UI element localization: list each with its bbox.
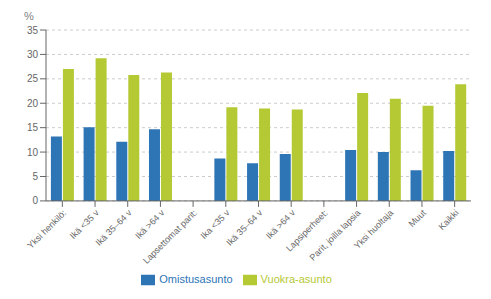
svg-text:20: 20 xyxy=(27,98,39,109)
svg-text:Yksi henkilö:: Yksi henkilö: xyxy=(25,208,68,251)
svg-text:%: % xyxy=(24,10,34,22)
svg-text:Ikä >64 v: Ikä >64 v xyxy=(133,207,166,240)
svg-text:Muut: Muut xyxy=(407,207,429,229)
svg-text:Lapsettomat parit:: Lapsettomat parit: xyxy=(141,208,199,266)
html-text:Omistusasunto: Omistusasunto xyxy=(159,272,233,285)
svg-text:Kaikki: Kaikki xyxy=(437,208,461,232)
svg-text:35: 35 xyxy=(27,25,39,36)
svg-text:10: 10 xyxy=(27,147,39,158)
svg-text:Lapsiperheet:: Lapsiperheet: xyxy=(284,207,330,254)
svg-text:25: 25 xyxy=(27,73,39,84)
svg-text:0: 0 xyxy=(32,195,38,206)
svg-text:Ikä <35 v: Ikä <35 v xyxy=(68,207,101,240)
html-text:Vuokra-asunto: Vuokra-asunto xyxy=(260,272,332,285)
svg-text:Yksi huoltaja: Yksi huoltaja xyxy=(352,208,395,251)
svg-text:Ikä 35–64 v: Ikä 35–64 v xyxy=(224,207,264,247)
svg-text:15: 15 xyxy=(27,122,39,133)
svg-text:Ikä >64 v: Ikä >64 v xyxy=(264,207,297,240)
svg-text:30: 30 xyxy=(27,49,39,60)
svg-text:Parit, joilla lapsia: Parit, joilla lapsia xyxy=(308,208,363,263)
svg-text:Ikä 35–64 v: Ikä 35–64 v xyxy=(94,207,134,247)
svg-text:Ika <35 v: Ika <35 v xyxy=(199,207,232,240)
svg-text:5: 5 xyxy=(32,171,38,182)
